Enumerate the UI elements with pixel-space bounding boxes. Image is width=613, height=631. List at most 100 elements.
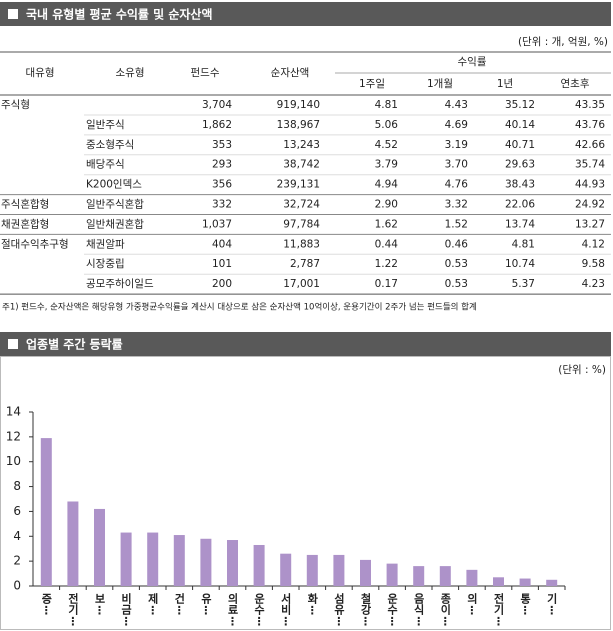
bar [413,566,425,586]
x-tick-label: 섬유⋮ [332,592,345,628]
header: 수익률 [458,56,487,68]
bar [40,438,52,586]
value-cell: 44.93 [575,179,605,191]
x-tick-label: 증⋮ [40,593,53,617]
value-cell: 4.12 [582,238,605,250]
value-cell: 13.74 [505,218,535,230]
y-tick-label: 12 [6,429,21,443]
sub-cell: 시장중립 [86,257,125,270]
x-tick-label: 화⋮ [306,592,319,617]
value-cell: 3.19 [445,139,468,151]
x-tick-label: 전기⋮ [492,592,505,628]
value-cell: 0.17 [375,278,398,290]
value-cell: 138,967 [277,119,320,131]
column-header: 소유형 [116,67,145,79]
x-tick-label: 서비⋮ [279,592,292,628]
y-tick-label: 4 [13,529,21,543]
column-header: 1년 [497,78,513,90]
x-tick-label: 비금⋮ [120,592,133,628]
value-cell: 1.62 [375,218,398,230]
bar [439,566,451,586]
value-cell: 2,787 [290,258,320,270]
value-cell: 2.90 [375,199,398,211]
value-cell: 4.52 [375,139,398,151]
sub-cell: 채권알파 [86,238,125,250]
x-tick-label: 기⋮ [545,592,558,617]
value-cell: 17,001 [283,278,320,290]
value-cell: 1,862 [202,119,232,131]
value-cell: 9.58 [582,258,605,270]
value-cell: 200 [212,278,232,290]
sub-cell: 일반주식 [86,118,125,131]
column-header: 1주일 [359,77,385,90]
value-cell: 356 [212,179,232,191]
value-cell: 11,883 [283,238,320,250]
column-header: 1개월 [427,78,453,90]
chart-title: 업종별 주간 등락률 [26,337,123,352]
y-tick-label: 6 [13,504,21,518]
bar [67,501,79,586]
x-tick-label: 운수⋮ [386,593,399,628]
value-cell: 97,784 [283,218,320,230]
sub-cell: 일반채권혼합 [86,217,144,230]
value-cell: 3.32 [445,199,468,211]
value-cell: 43.76 [575,119,605,131]
value-cell: 0.53 [445,258,468,270]
unit: (단위 : %) [558,363,606,376]
value-cell: 4.43 [445,99,468,111]
bar [386,563,398,586]
value-cell: 42.66 [575,139,605,151]
group-cell: 채권혼합형 [1,217,49,230]
section-header [0,2,611,26]
column-header: 순자산액 [271,67,310,79]
value-cell: 293 [212,159,232,171]
value-cell: 353 [212,139,232,151]
header-icon [8,9,18,19]
value-cell: 38,742 [283,159,320,171]
x-tick-label: 종이⋮ [439,593,452,628]
value-cell: 4.69 [445,119,468,131]
value-cell: 22.06 [505,199,535,211]
value-cell: 239,131 [277,179,320,191]
value-cell: 35.74 [575,159,605,171]
bar [306,554,318,586]
bar [253,544,265,586]
bar [493,577,504,586]
y-tick-label: 14 [6,405,21,419]
value-cell: 29.63 [505,159,535,171]
value-cell: 24.92 [575,199,605,211]
value-cell: 3,704 [202,99,232,111]
value-cell: 38.43 [505,179,535,191]
footnote: 주1) 펀드수, 순자산액은 해당유형 가중평균수익률을 계산시 대상으로 삼은… [2,302,477,313]
value-cell: 5.37 [512,278,535,290]
x-tick-label: 유⋮ [199,593,212,617]
value-cell: 3.70 [445,159,468,171]
value-cell: 4.81 [512,238,535,250]
sub-cell: K200인덱스 [86,179,142,191]
column-header: 연초후 [561,78,590,90]
value-cell: 4.81 [375,99,398,111]
bar [173,535,185,586]
y-tick-label: 10 [6,454,21,468]
value-cell: 404 [212,238,232,250]
value-cell: 4.23 [582,278,605,290]
x-tick-label: 전기⋮ [66,592,79,628]
sub-cell: 공모주하이일드 [86,277,154,290]
x-tick-label: 통⋮ [519,593,532,617]
value-cell: 40.14 [505,119,535,131]
x-tick-label: 음식⋮ [412,593,425,628]
unit: (단위 : 개, 억원, %) [518,35,608,48]
chart-frame [0,356,611,630]
x-tick-label: 건⋮ [173,592,186,617]
bar [546,579,558,586]
value-cell: 0.46 [445,238,469,250]
value-cell: 13,243 [283,139,320,151]
x-tick-label: 운수⋮ [253,593,266,628]
bar [200,538,212,586]
y-tick-label: 8 [13,479,21,493]
bar [147,532,159,586]
column-header: 펀드수 [191,67,220,79]
bar [360,559,371,586]
header-icon [8,339,18,349]
group-cell: 주식형 [1,99,30,111]
